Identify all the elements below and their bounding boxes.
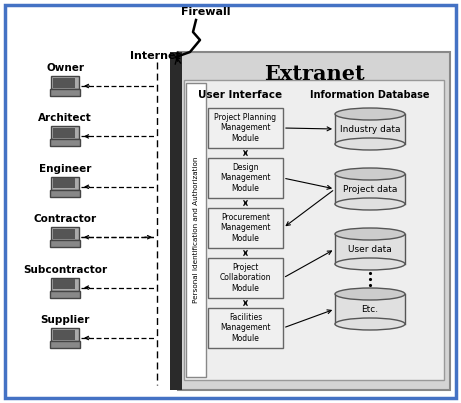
Text: Information Database: Information Database [310,90,430,100]
Bar [51,278,79,291]
Text: Project data: Project data [343,185,397,193]
Bar [53,128,75,138]
Bar [51,328,79,341]
Text: Personal Identification and Authorization: Personal Identification and Authorizatio… [193,157,199,303]
Bar [208,108,283,148]
Text: User data: User data [348,245,392,253]
Bar [178,52,450,390]
Bar [208,308,283,348]
Text: Owner: Owner [46,63,84,73]
Bar [51,227,79,240]
Bar [335,174,405,204]
Bar [50,190,80,197]
Text: Facilities
Management
Module: Facilities Management Module [220,313,271,343]
Ellipse shape [335,258,405,270]
Bar [50,240,80,247]
Bar [51,177,79,190]
Text: Design
Management
Module: Design Management Module [220,163,271,193]
Bar [50,341,80,348]
Bar [53,77,75,87]
Bar [208,208,283,248]
Text: Engineer: Engineer [39,164,91,174]
Bar [50,139,80,146]
Bar [51,127,79,139]
Text: Procurement
Management
Module: Procurement Management Module [220,213,271,243]
Ellipse shape [335,108,405,120]
Bar [53,178,75,188]
Text: User Interface: User Interface [198,90,282,100]
Bar [51,76,79,89]
Bar [186,83,206,377]
Bar [170,52,182,390]
Bar [50,291,80,297]
Bar [335,234,405,264]
Ellipse shape [335,228,405,240]
Bar [208,258,283,298]
Text: Supplier: Supplier [40,315,90,325]
Text: Subcontractor: Subcontractor [23,265,107,274]
Ellipse shape [335,318,405,330]
Bar [208,158,283,198]
Bar [335,114,405,144]
Text: Industry data: Industry data [340,125,400,133]
Ellipse shape [335,168,405,180]
Text: Internet: Internet [130,51,180,61]
Text: Etc.: Etc. [361,305,378,314]
Text: Firewall: Firewall [181,7,231,17]
Ellipse shape [335,138,405,150]
Bar [53,229,75,239]
Bar [184,80,444,380]
Text: Extranet: Extranet [264,64,364,84]
Text: Project
Collaboration
Module: Project Collaboration Module [220,263,271,293]
Bar [53,330,75,339]
Bar [50,89,80,96]
Ellipse shape [335,198,405,210]
Text: Architect: Architect [38,113,92,123]
Text: Project Planning
Management
Module: Project Planning Management Module [214,113,277,143]
Text: Contractor: Contractor [34,214,96,224]
Bar [335,294,405,324]
Ellipse shape [335,288,405,300]
Bar [53,279,75,289]
